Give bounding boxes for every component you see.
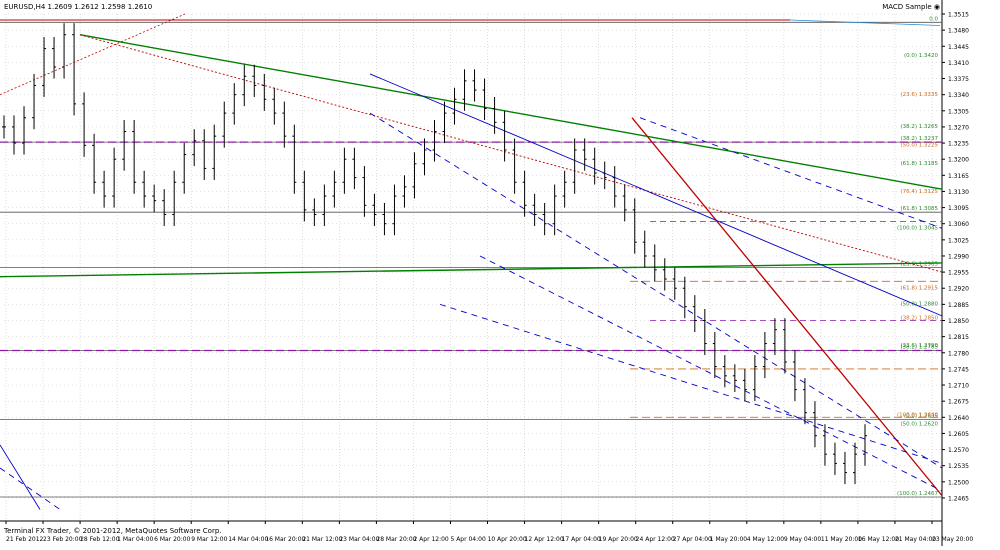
level-label: 0.0 bbox=[929, 16, 938, 22]
x-tick-label: 9 May 04:00 bbox=[784, 536, 822, 543]
x-tick-label: 23 Feb 20:00 bbox=[43, 536, 83, 543]
x-tick-label: 9 Mar 12:00 bbox=[191, 536, 227, 543]
blue-corner-dash bbox=[0, 467, 61, 510]
fib-label: (100.0) 1.2640 bbox=[897, 412, 939, 418]
fib-label: (38.2) 1.3265 bbox=[900, 124, 938, 130]
copyright-text: Terminal FX Trader, © 2001-2012, MetaQuo… bbox=[3, 527, 222, 535]
y-tick-label: 1.2605 bbox=[948, 431, 969, 438]
x-tick-label: 23 May 20:00 bbox=[932, 536, 973, 543]
x-tick-label: 2 Apr 12:00 bbox=[413, 536, 448, 543]
y-tick-label: 1.3340 bbox=[948, 92, 969, 99]
x-tick-label: 14 Mar 04:00 bbox=[228, 536, 268, 543]
blue-top-line bbox=[789, 19, 941, 26]
x-tick-label: 28 Feb 12:00 bbox=[80, 536, 120, 543]
y-tick-label: 1.2885 bbox=[948, 302, 969, 309]
green-upper-trendline bbox=[79, 34, 943, 190]
fib-label: (50.0) 1.3225 bbox=[900, 143, 938, 149]
x-tick-label: 17 Apr 04:00 bbox=[562, 536, 601, 543]
x-tick-label: 5 Apr 04:00 bbox=[450, 536, 485, 543]
x-tick-label: 1 May 20:00 bbox=[710, 536, 748, 543]
y-tick-label: 1.3200 bbox=[948, 157, 969, 164]
symbol-info: EURUSD,H4 1.2609 1.2612 1.2598 1.2610 bbox=[4, 3, 152, 11]
y-tick-label: 1.2535 bbox=[948, 463, 969, 470]
indicator-label[interactable]: MACD Sample ◉ bbox=[882, 3, 940, 11]
x-tick-label: 21 Feb 2012 bbox=[6, 536, 44, 543]
x-tick-label: 11 May 20:00 bbox=[821, 536, 862, 543]
y-tick-label: 1.3305 bbox=[948, 108, 969, 115]
fib-label: (23.6) 1.2790 bbox=[900, 343, 938, 349]
y-tick-label: 1.3445 bbox=[948, 44, 969, 51]
x-tick-label: 21 May 04:00 bbox=[895, 536, 936, 543]
x-tick-label: 1 Mar 04:00 bbox=[117, 536, 153, 543]
x-tick-label: 23 Mar 04:00 bbox=[339, 536, 379, 543]
fib-label: (0.0) 1.3420 bbox=[904, 53, 939, 59]
y-tick-label: 1.3165 bbox=[948, 173, 969, 180]
y-tick-label: 1.3480 bbox=[948, 28, 969, 35]
level-label: (23.6) 1.2965 bbox=[900, 262, 938, 268]
level-label: (38.2) 1.2785 bbox=[900, 344, 938, 350]
fib-label: (38.2) 1.2850 bbox=[900, 316, 938, 322]
y-tick-label: 1.3025 bbox=[948, 237, 969, 244]
level-label: (0.0) 1.2635 bbox=[904, 414, 939, 420]
y-tick-label: 1.2955 bbox=[948, 270, 969, 277]
x-tick-label: 21 Mar 12:00 bbox=[302, 536, 342, 543]
y-tick-label: 1.3515 bbox=[948, 12, 969, 19]
fib-label: (50.0) 1.2620 bbox=[900, 422, 938, 428]
fib-label: (50.0) 1.2880 bbox=[900, 302, 938, 308]
y-tick-label: 1.2500 bbox=[948, 479, 969, 486]
y-tick-label: 1.3375 bbox=[948, 76, 969, 83]
price-bars bbox=[2, 23, 867, 485]
x-tick-label: 4 May 12:00 bbox=[747, 536, 785, 543]
level-label: (100.0) 1.2467 bbox=[897, 491, 939, 497]
x-tick-label: 28 Mar 20:00 bbox=[376, 536, 416, 543]
red-steep-trendline bbox=[631, 117, 943, 497]
green-lower-trendline bbox=[0, 262, 943, 278]
y-tick-label: 1.2465 bbox=[948, 495, 969, 502]
blue-channel-top-dash bbox=[639, 117, 943, 229]
price-axis: 1.3515 1.3480 1.3445 1.3410 1.3375 1.3340 1.33… bbox=[942, 12, 969, 502]
y-tick-label: 1.2675 bbox=[948, 399, 969, 406]
x-tick-label: 27 Apr 04:00 bbox=[673, 536, 712, 543]
y-tick-label: 1.3235 bbox=[948, 141, 969, 148]
red-dotted-rise bbox=[0, 13, 186, 96]
blue-channel-mid bbox=[369, 112, 943, 469]
y-tick-label: 1.2780 bbox=[948, 350, 969, 357]
fib-label: (23.6) 1.3335 bbox=[900, 92, 938, 98]
y-tick-label: 1.3270 bbox=[948, 124, 969, 131]
y-tick-label: 1.2815 bbox=[948, 334, 969, 341]
x-tick-label: 16 May 12:00 bbox=[858, 536, 899, 543]
y-tick-label: 1.3095 bbox=[948, 205, 969, 212]
fib-label: (61.8) 1.2915 bbox=[900, 286, 938, 292]
fib-label: (100.0) 1.3045 bbox=[897, 226, 939, 232]
x-tick-label: 10 Apr 20:00 bbox=[488, 536, 527, 543]
y-tick-label: 1.2710 bbox=[948, 383, 969, 390]
y-tick-label: 1.3130 bbox=[948, 189, 969, 196]
y-tick-label: 1.2745 bbox=[948, 366, 969, 373]
y-tick-label: 1.3060 bbox=[948, 221, 969, 228]
y-tick-label: 1.2850 bbox=[948, 318, 969, 325]
blue-corner-line bbox=[0, 444, 41, 510]
y-tick-label: 1.3410 bbox=[948, 60, 969, 67]
red-dotted-decline bbox=[79, 34, 943, 273]
grid bbox=[0, 0, 943, 546]
blue-channel-upper bbox=[369, 73, 943, 317]
x-tick-label: 6 Mar 20:00 bbox=[154, 536, 190, 543]
x-tick-label: 19 Apr 20:00 bbox=[599, 536, 638, 543]
y-tick-label: 1.2920 bbox=[948, 286, 969, 293]
y-tick-label: 1.2570 bbox=[948, 447, 969, 454]
x-tick-label: 12 Apr 12:00 bbox=[525, 536, 564, 543]
level-label: (61.8) 1.3085 bbox=[900, 206, 938, 212]
x-tick-label: 16 Mar 20:00 bbox=[265, 536, 305, 543]
fib-label: (76.4) 1.3125 bbox=[900, 189, 938, 195]
level-label: (38.2) 1.3237 bbox=[900, 136, 938, 142]
y-tick-label: 1.2640 bbox=[948, 415, 969, 422]
y-tick-label: 1.2990 bbox=[948, 253, 969, 260]
fib-label: (61.8) 1.3185 bbox=[900, 161, 938, 167]
x-tick-label: 24 Apr 12:00 bbox=[636, 536, 675, 543]
